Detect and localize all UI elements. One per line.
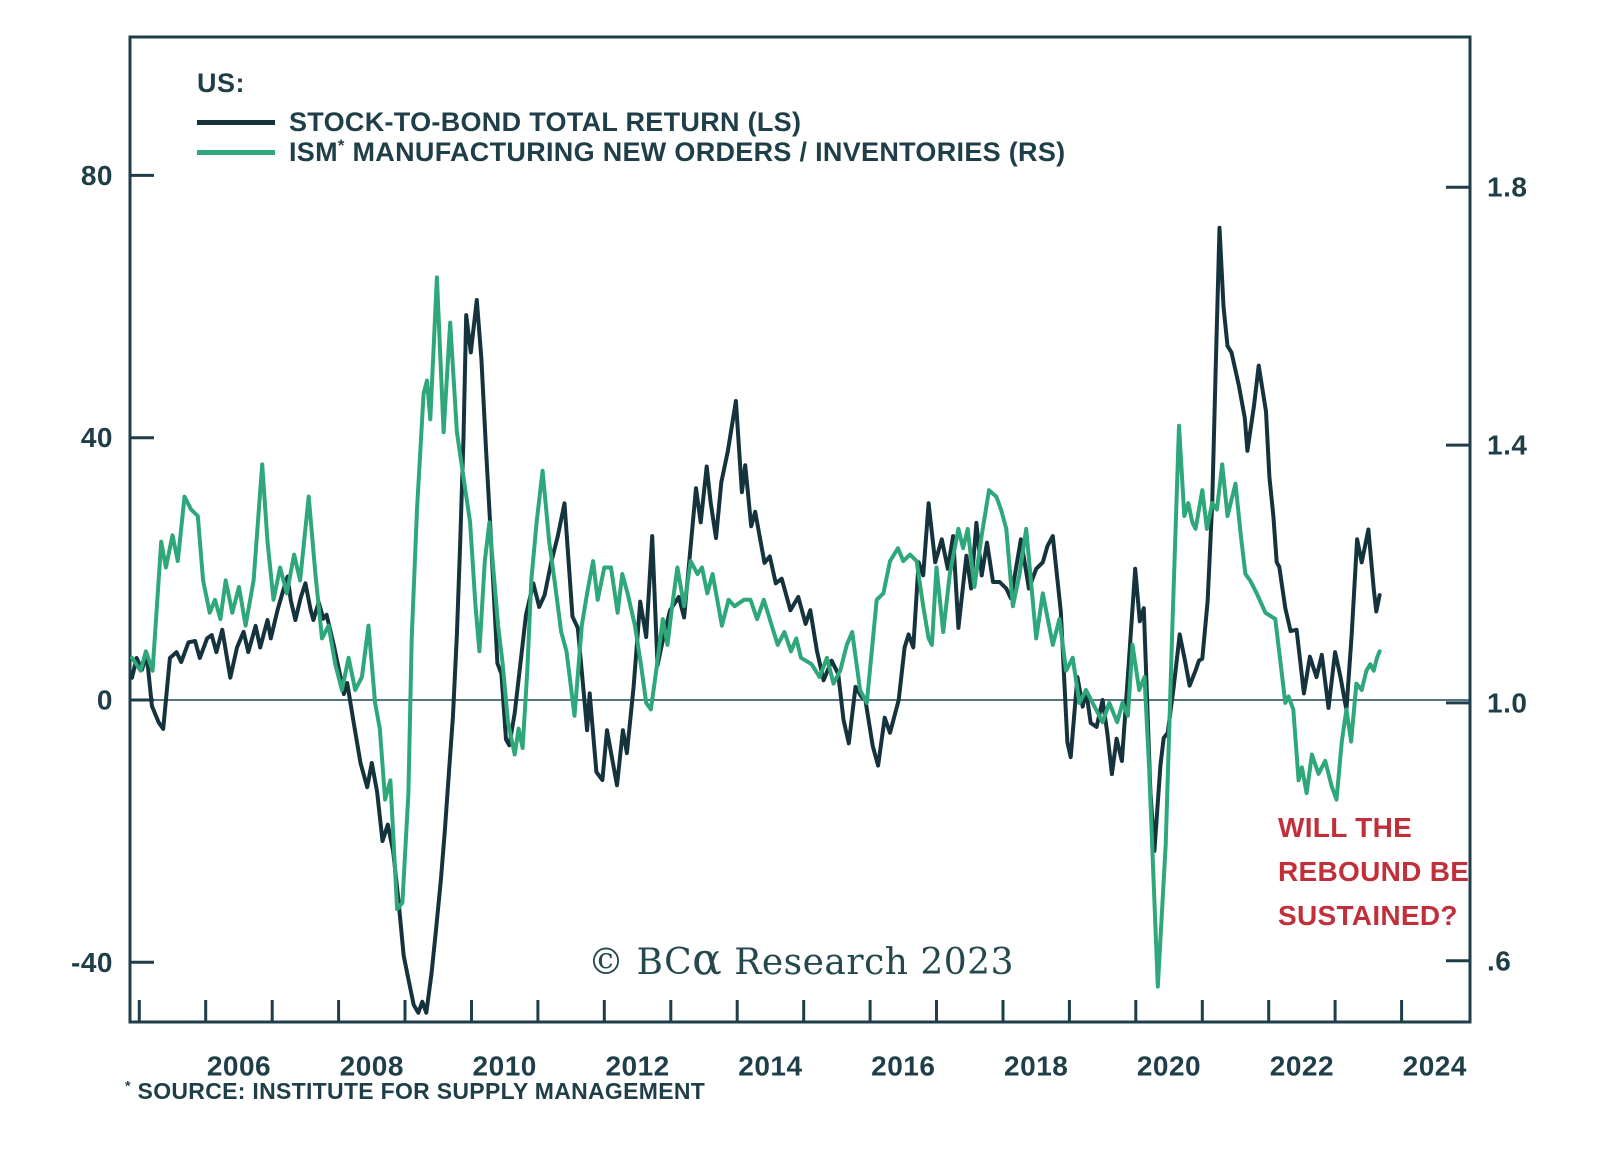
footnote-text: SOURCE: INSTITUTE FOR SUPPLY MANAGEMENT — [130, 1078, 706, 1104]
legend-label-ism-ratio: ISM* MANUFACTURING NEW ORDERS / INVENTOR… — [289, 137, 1065, 168]
x-axis-label: 2012 — [605, 1051, 669, 1082]
source-footnote: * SOURCE: INSTITUTE FOR SUPPLY MANAGEMEN… — [125, 1078, 705, 1105]
footnote-marker: * — [337, 135, 345, 155]
legend-title: US: — [197, 68, 245, 98]
x-axis-label: 2008 — [340, 1051, 404, 1082]
legend-text: STOCK-TO-BOND TOTAL RETURN (LS) — [289, 106, 802, 137]
x-axis-label: 2020 — [1137, 1051, 1201, 1082]
ism-ratio-series-line — [130, 275, 1382, 989]
footnote-marker: * — [125, 1078, 131, 1095]
left-axis-label: 40 — [81, 422, 113, 453]
annotation-line: SUSTAINED? — [1278, 900, 1458, 931]
legend-text: MANUFACTURING NEW ORDERS / INVENTORIES (… — [344, 136, 1066, 167]
legend-label-stock-to-bond: STOCK-TO-BOND TOTAL RETURN (LS) — [289, 107, 801, 138]
x-axis-label: 2014 — [738, 1051, 802, 1082]
legend-item-ism-ratio: ISM* MANUFACTURING NEW ORDERS / INVENTOR… — [197, 137, 1065, 167]
navy-line-swatch — [197, 119, 275, 125]
legend-item-stock-to-bond: STOCK-TO-BOND TOTAL RETURN (LS) — [197, 107, 1065, 137]
left-axis-label: 80 — [81, 160, 113, 191]
annotation-line: WILL THE — [1278, 812, 1413, 843]
right-axis-label: 1.8 — [1487, 172, 1527, 203]
x-axis-label: 2010 — [473, 1051, 537, 1082]
annotation-rebound-question: WILL THE REBOUND BE SUSTAINED? — [1278, 806, 1469, 938]
chart-legend: US: STOCK-TO-BOND TOTAL RETURN (LS) ISM*… — [197, 68, 1065, 167]
x-axis-label: 2016 — [871, 1051, 935, 1082]
watermark-text: © BC — [588, 942, 693, 983]
right-axis-label: 1.0 — [1487, 687, 1527, 718]
x-axis-label: 2006 — [207, 1051, 271, 1082]
left-axis-label: 0 — [97, 685, 113, 716]
green-line-swatch — [197, 149, 275, 155]
annotation-line: REBOUND BE — [1278, 856, 1470, 887]
right-axis-label: 1.4 — [1487, 430, 1527, 461]
x-axis-label: 2022 — [1270, 1051, 1334, 1082]
x-axis-label: 2024 — [1403, 1051, 1467, 1082]
right-axis-label: .6 — [1487, 945, 1511, 976]
plot-border — [128, 35, 1472, 1024]
x-axis-label: 2018 — [1004, 1051, 1068, 1082]
watermark-bca-research: © BCα Research 2023 — [588, 938, 1014, 983]
watermark-text: Research 2023 — [722, 942, 1014, 983]
left-axis-label: -40 — [71, 947, 113, 978]
legend-text: ISM — [289, 136, 338, 167]
watermark-alpha-glyph: α — [692, 934, 723, 985]
